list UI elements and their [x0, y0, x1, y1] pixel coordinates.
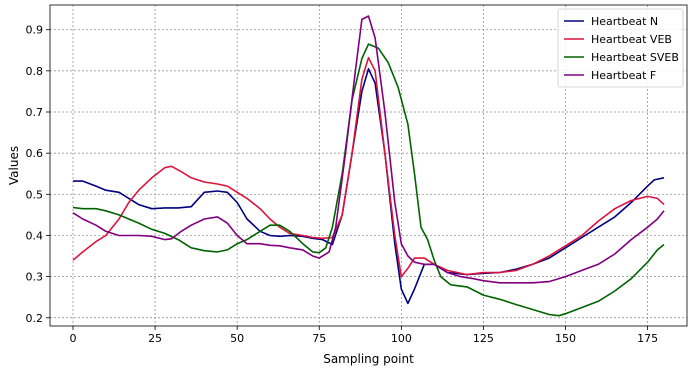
- y-tick-label: 0.5: [26, 188, 44, 201]
- y-tick-label: 0.9: [26, 24, 44, 37]
- y-axis-label: Values: [7, 146, 21, 185]
- y-tick-label: 0.7: [26, 106, 44, 119]
- series-lines: [72, 15, 665, 317]
- x-tick-label: 0: [69, 332, 76, 345]
- legend-label: Heartbeat F: [591, 69, 656, 82]
- x-tick-label: 125: [473, 332, 494, 345]
- y-tick-label: 0.8: [26, 65, 44, 78]
- x-tick-label: 175: [637, 332, 658, 345]
- x-tick-label: 50: [230, 332, 244, 345]
- x-tick-label: 25: [148, 332, 162, 345]
- y-tick-label: 0.6: [26, 147, 44, 160]
- x-axis-label: Sampling point: [323, 352, 414, 366]
- legend-box: [557, 8, 684, 88]
- legend: Heartbeat N Heartbeat VEB Heartbeat SVEB He…: [557, 8, 684, 88]
- y-tick-label: 0.3: [26, 271, 44, 284]
- x-tick-label: 75: [312, 332, 326, 345]
- series-line-1: [73, 68, 665, 305]
- x-tick-label: 100: [391, 332, 412, 345]
- series-line-3: [72, 43, 665, 317]
- legend-label: Heartbeat N: [591, 15, 658, 28]
- series-line-2: [72, 56, 665, 278]
- y-tick-label: 0.4: [26, 229, 44, 242]
- y-tick-label: 0.2: [26, 312, 44, 325]
- axis-ticks: 0 25 50 75 100 125 150 175 0.2 0.3 0.4 0.5 0.6 0.7 0.8…: [26, 24, 659, 345]
- legend-label: Heartbeat VEB: [591, 33, 672, 46]
- series-line-4: [72, 15, 665, 284]
- legend-label: Heartbeat SVEB: [591, 51, 679, 64]
- plot-frame: [49, 4, 688, 327]
- x-tick-label: 150: [555, 332, 576, 345]
